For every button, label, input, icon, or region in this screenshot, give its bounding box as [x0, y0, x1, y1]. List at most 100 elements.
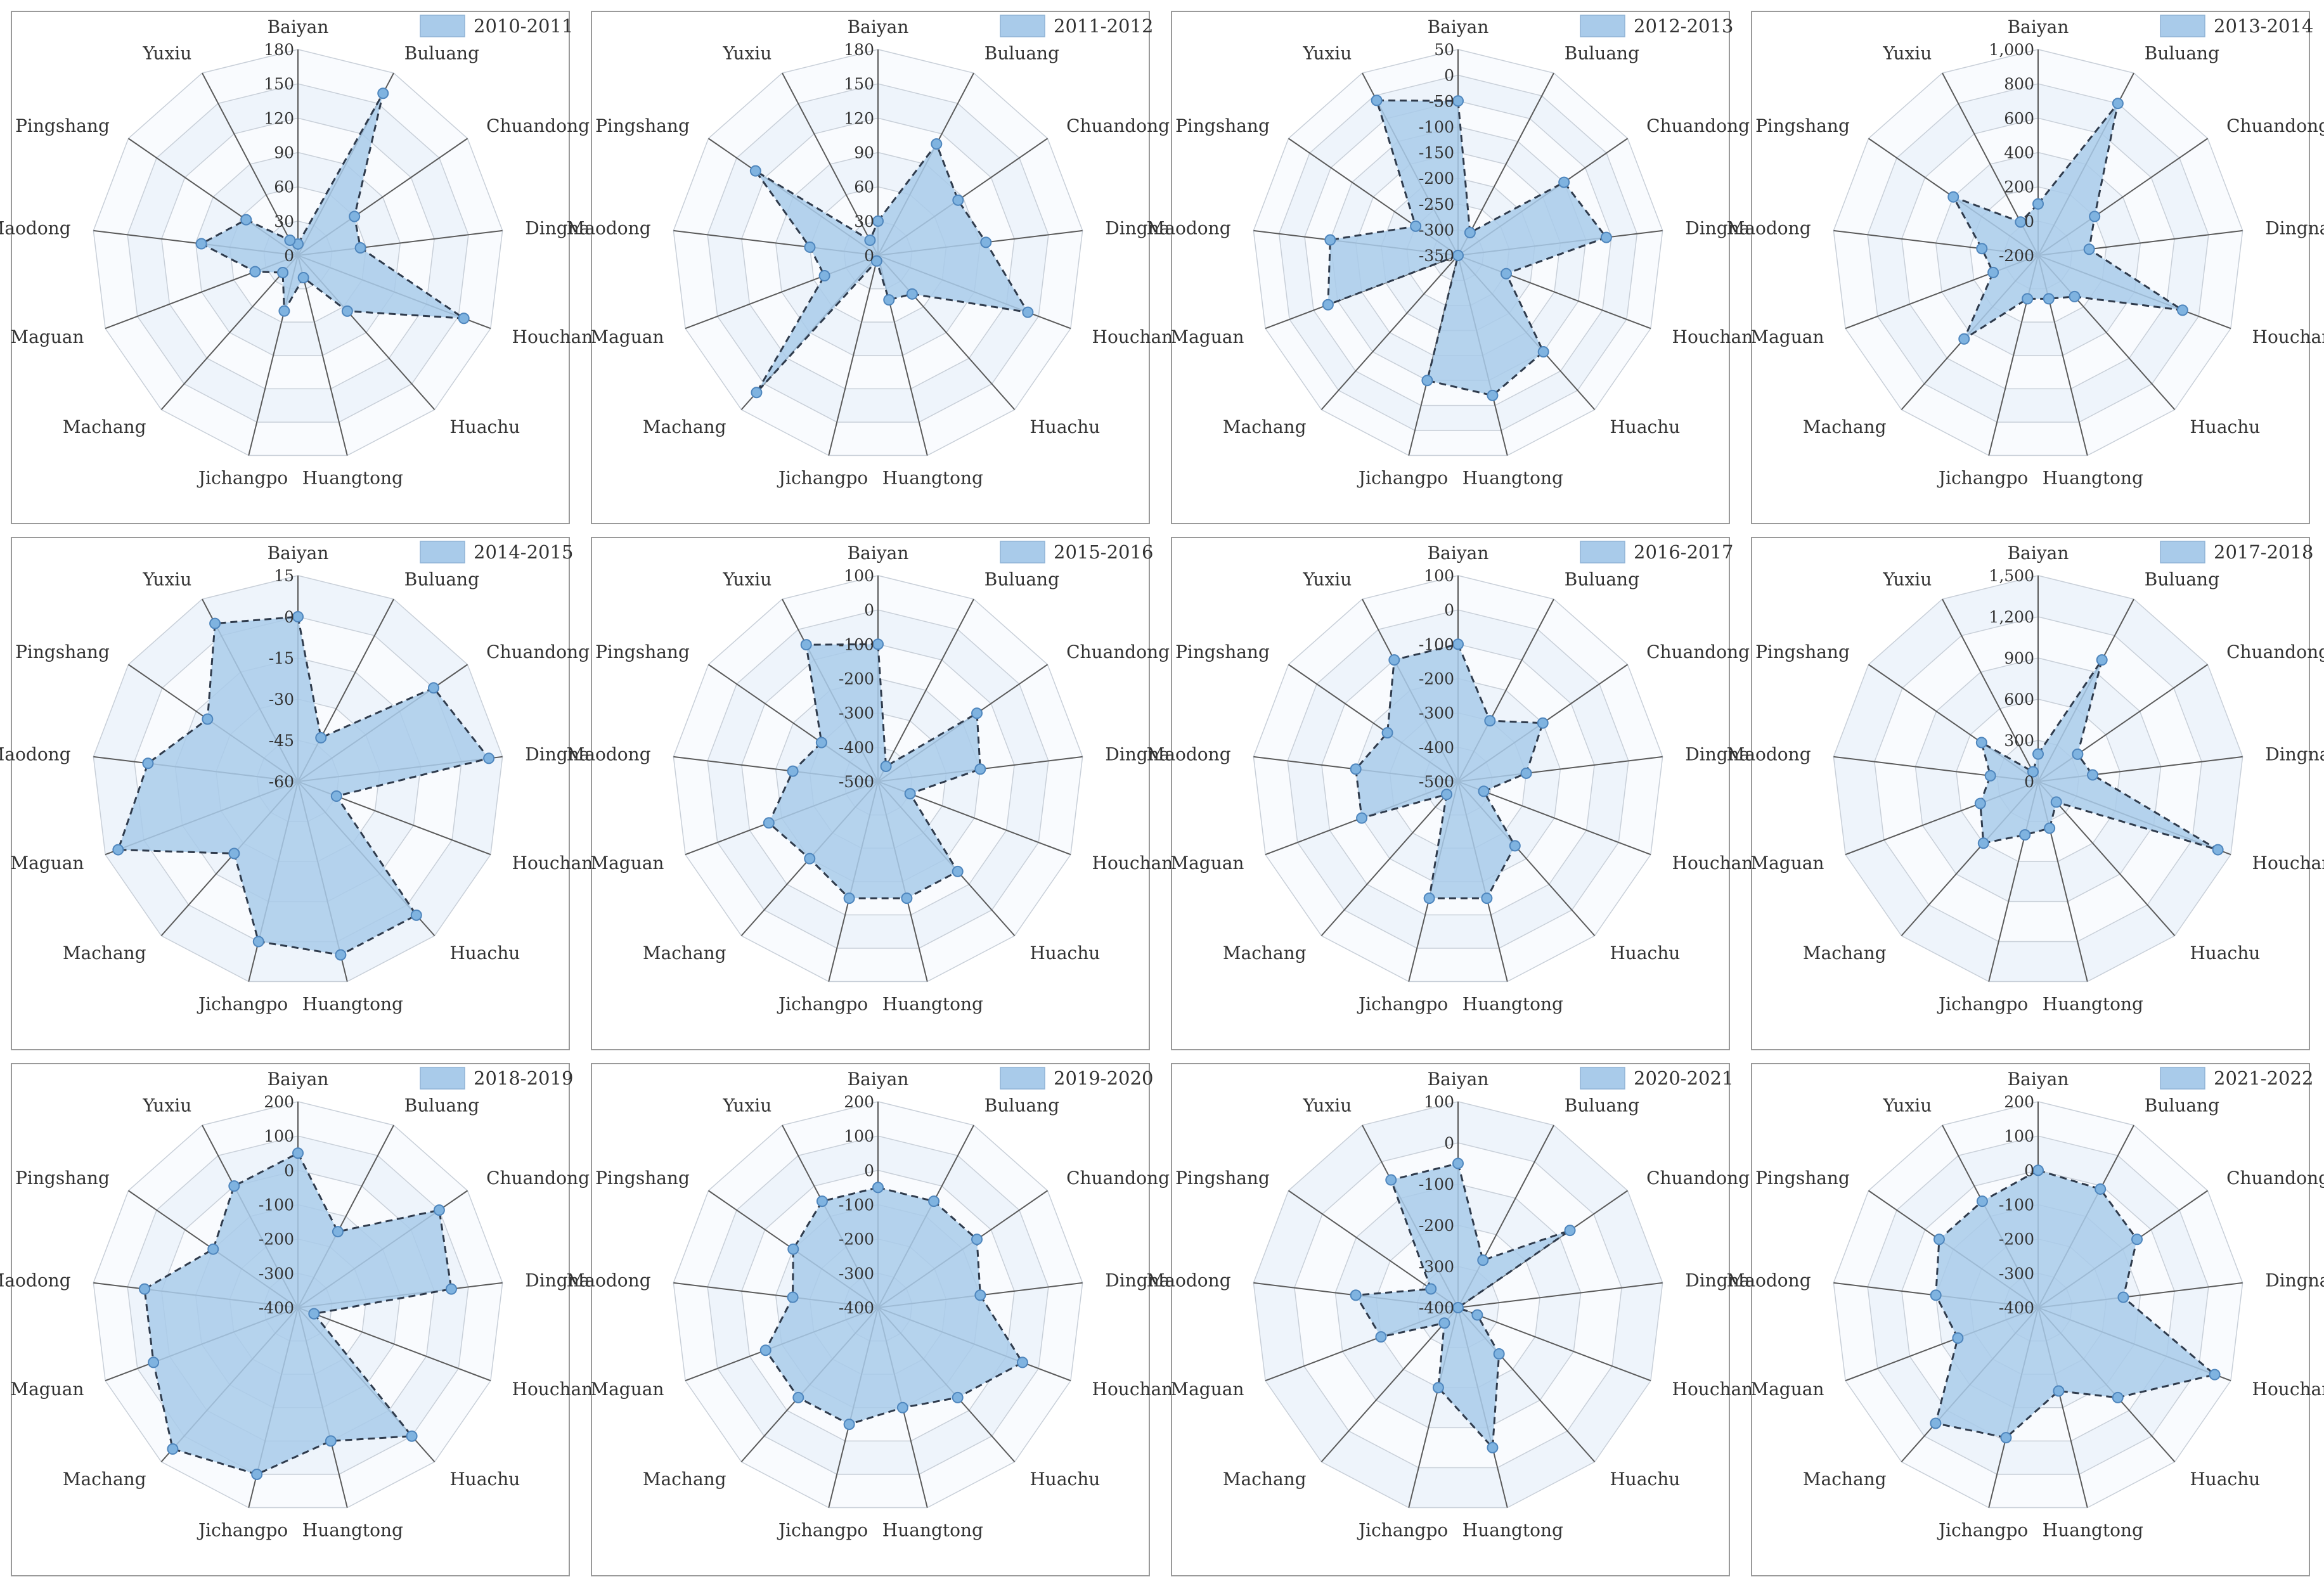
data-point-yuxiu: [228, 1180, 240, 1192]
data-point-buluang: [880, 761, 892, 773]
category-label: Pingshang: [1755, 1168, 1850, 1188]
category-label: Buluang: [1565, 569, 1639, 589]
category-label: Machang: [63, 416, 146, 437]
category-label: Maguan: [590, 1379, 664, 1400]
data-point-pingshang: [1425, 1283, 1437, 1295]
data-area: [1934, 1169, 2217, 1439]
data-point-baiyan: [292, 1147, 304, 1159]
category-label: Pingshang: [1175, 1168, 1270, 1188]
data-point-machang: [751, 387, 763, 399]
data-point-dingnan: [1520, 767, 1532, 779]
data-point-chuandong: [1537, 717, 1549, 729]
category-label: Huachu: [1610, 416, 1680, 437]
radar-panel-2018-2019: -400 -300 -200 -100 0 100 200 Baiyan Buluang Chua…: [0, 1063, 604, 1576]
category-label: Maodong: [1147, 217, 1231, 238]
axis-spoke: [1320, 781, 1459, 936]
category-label: Baiyan: [1428, 16, 1489, 37]
data-point-houchang: [1022, 306, 1034, 318]
data-point-baiyan: [2032, 748, 2044, 760]
category-label: Huachu: [1610, 1469, 1680, 1490]
category-label: Dingnan: [1685, 1270, 1761, 1291]
tick-label: 0: [1444, 1134, 1454, 1152]
tick-label: -400: [1999, 1299, 2034, 1317]
category-label: Machang: [1223, 1469, 1307, 1490]
category-label: Huachu: [1030, 416, 1100, 437]
category-label: Chuandong: [1066, 1168, 1170, 1188]
data-point-yuxiu: [2027, 766, 2039, 778]
legend-label: 2020-2021: [1634, 1067, 1733, 1089]
data-point-machang: [1452, 250, 1464, 261]
category-label: Houchang: [1672, 853, 1765, 873]
category-label: Huachu: [2190, 1469, 2260, 1490]
tick-label: 0: [1444, 601, 1454, 619]
category-label: Yuxiu: [722, 569, 771, 589]
data-area: [754, 142, 1030, 394]
tick-label: -400: [1419, 1299, 1454, 1317]
category-label: Dingnan: [2265, 1270, 2324, 1291]
data-point-baiyan: [872, 638, 884, 650]
tick-label: 600: [2004, 690, 2034, 709]
tick-label: -100: [1999, 1196, 2034, 1214]
category-label: Yuxiu: [722, 42, 771, 63]
category-label: Huachu: [2190, 416, 2260, 437]
category-label: Huachu: [1030, 943, 1100, 963]
data-point-dingnan: [1600, 231, 1612, 243]
category-label: Buluang: [2145, 42, 2219, 63]
data-point-jichangpo: [278, 305, 290, 317]
data-point-huachu: [410, 909, 422, 921]
category-label: Maguan: [10, 853, 84, 873]
tick-label: 100: [264, 1127, 294, 1145]
data-point-jichangpo: [252, 936, 264, 948]
category-label: Huachu: [449, 1469, 520, 1490]
radar-panel-2012-2013: -350 -300 -250 -200 -150 -100 -50 0 50 Baiyan Bulu…: [1147, 11, 1764, 524]
legend-label: 2011-2012: [1054, 15, 1153, 37]
data-point-buluang: [928, 1195, 940, 1207]
data-point-maodong: [1930, 1289, 1942, 1301]
tick-label: -500: [1419, 773, 1454, 791]
tick-label: -100: [1419, 635, 1454, 654]
tick-label: 60: [854, 178, 874, 196]
data-point-chuandong: [971, 707, 983, 719]
data-point-chuandong: [349, 210, 361, 222]
data-point-buluang: [377, 87, 389, 100]
data-area: [1979, 659, 2219, 851]
category-label: Chuandong: [1066, 115, 1170, 136]
category-label: Huangtong: [302, 1520, 403, 1541]
data-point-dingnan: [2087, 769, 2099, 781]
data-point-chuandong: [971, 1233, 983, 1246]
data-point-yuxiu: [284, 235, 296, 247]
category-label: Maguan: [10, 326, 84, 347]
data-point-chuandong: [952, 194, 964, 206]
category-label: Buluang: [2145, 569, 2219, 589]
data-point-dingnan: [980, 236, 992, 248]
category-label: Pingshang: [1755, 115, 1850, 136]
category-label: Jichangpo: [777, 468, 868, 489]
category-label: Chuandong: [1646, 115, 1750, 136]
legend-swatch: [420, 15, 465, 37]
data-point-yuxiu: [1388, 654, 1400, 666]
tick-label: -150: [1419, 144, 1454, 162]
data-point-yuxiu: [209, 617, 221, 629]
data-point-houchang: [1016, 1356, 1028, 1368]
category-label: Huachu: [2190, 943, 2260, 963]
tick-label: 200: [2004, 178, 2034, 196]
tick-label: -200: [1999, 247, 2034, 265]
category-label: Buluang: [1565, 42, 1639, 63]
category-label: Maodong: [0, 744, 71, 764]
axis-spoke: [877, 598, 974, 782]
data-point-houchang: [330, 790, 342, 802]
tick-label: 0: [2024, 1161, 2034, 1180]
tick-label: 120: [844, 109, 874, 127]
category-label: Huangtong: [1462, 994, 1563, 1015]
data-point-jichangpo: [2000, 1432, 2012, 1444]
data-point-huangtong: [2043, 293, 2055, 305]
tick-label: 800: [2004, 75, 2034, 93]
data-point-jichangpo: [1421, 375, 1433, 387]
tick-label: -200: [839, 670, 874, 688]
tick-label: 0: [864, 247, 874, 265]
tick-label: 200: [264, 1093, 294, 1111]
data-point-huachu: [906, 288, 918, 300]
category-label: Machang: [63, 943, 146, 963]
data-point-machang: [1977, 837, 1989, 849]
